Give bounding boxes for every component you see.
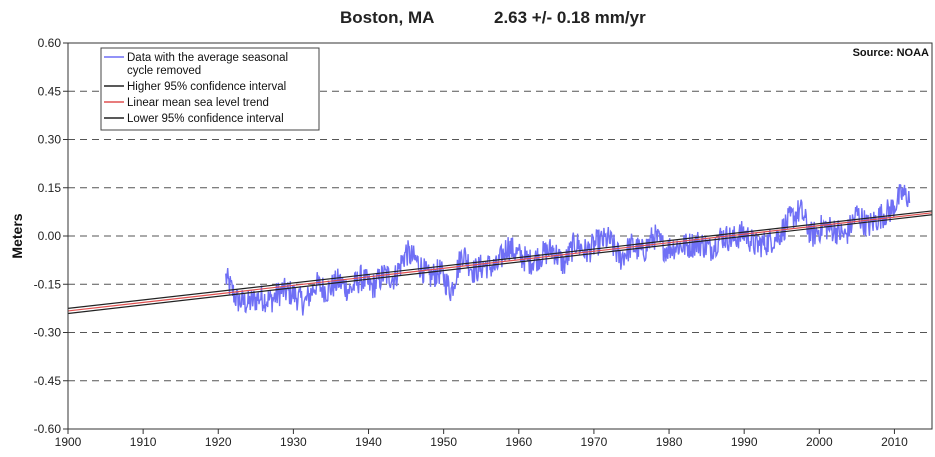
y-tick-label: 0.00 bbox=[38, 229, 62, 243]
y-tick-label: -0.30 bbox=[34, 326, 62, 340]
legend-label: Higher 95% confidence interval bbox=[127, 81, 286, 93]
x-tick-label: 1970 bbox=[581, 435, 608, 449]
y-tick-label: 0.45 bbox=[38, 84, 62, 98]
x-tick-label: 2010 bbox=[881, 435, 908, 449]
x-tick-label: 1920 bbox=[205, 435, 232, 449]
x-axis: 1900 1910 1920 1930 1940 1950 1960 1970 1980 1990… bbox=[55, 429, 908, 449]
chart-title: Boston, MA 2.63 +/- 0.18 mm/yr bbox=[0, 6, 935, 32]
x-tick-label: 1950 bbox=[430, 435, 457, 449]
y-tick-label: 0.15 bbox=[38, 181, 62, 195]
y-axis: 0.60 0.45 0.30 0.15 0.00 -0.15 -0.30 -0.45 -0.60 bbox=[34, 36, 68, 436]
x-tick-label: 1900 bbox=[55, 435, 82, 449]
x-tick-label: 1910 bbox=[130, 435, 157, 449]
legend-label: Lower 95% confidence interval bbox=[127, 113, 284, 125]
legend-label: Linear mean sea level trend bbox=[127, 97, 269, 109]
x-tick-label: 1930 bbox=[280, 435, 307, 449]
lower-confidence-line bbox=[67, 214, 933, 315]
y-tick-label: 0.60 bbox=[38, 36, 62, 50]
source-label: Source: NOAA bbox=[853, 47, 929, 59]
x-tick-label: 1990 bbox=[731, 435, 758, 449]
x-tick-label: 1940 bbox=[355, 435, 382, 449]
title-location: Boston, MA bbox=[340, 8, 435, 27]
trend-line bbox=[67, 212, 933, 312]
legend-item: Linear mean sea level trend bbox=[104, 97, 269, 109]
observed-data-series bbox=[225, 183, 911, 316]
grid-lines bbox=[68, 90, 932, 382]
x-tick-label: 2000 bbox=[806, 435, 833, 449]
legend-box bbox=[100, 47, 320, 131]
y-tick-label: -0.45 bbox=[34, 374, 62, 388]
upper-confidence-line bbox=[67, 210, 933, 309]
y-tick-label: -0.15 bbox=[34, 277, 62, 291]
legend-item: Higher 95% confidence interval bbox=[104, 81, 286, 93]
series-layer bbox=[67, 183, 933, 316]
legend-label: cycle removed bbox=[127, 65, 201, 77]
legend-item: Lower 95% confidence interval bbox=[104, 113, 284, 125]
x-tick-label: 1980 bbox=[656, 435, 683, 449]
legend-label: Data with the average seasonal bbox=[127, 52, 288, 64]
y-tick-label: 0.30 bbox=[38, 133, 62, 147]
x-tick-label: 1960 bbox=[505, 435, 532, 449]
y-axis-label: Meters bbox=[9, 213, 25, 258]
title-rate: 2.63 +/- 0.18 mm/yr bbox=[494, 8, 646, 27]
y-tick-label: -0.60 bbox=[34, 422, 62, 436]
